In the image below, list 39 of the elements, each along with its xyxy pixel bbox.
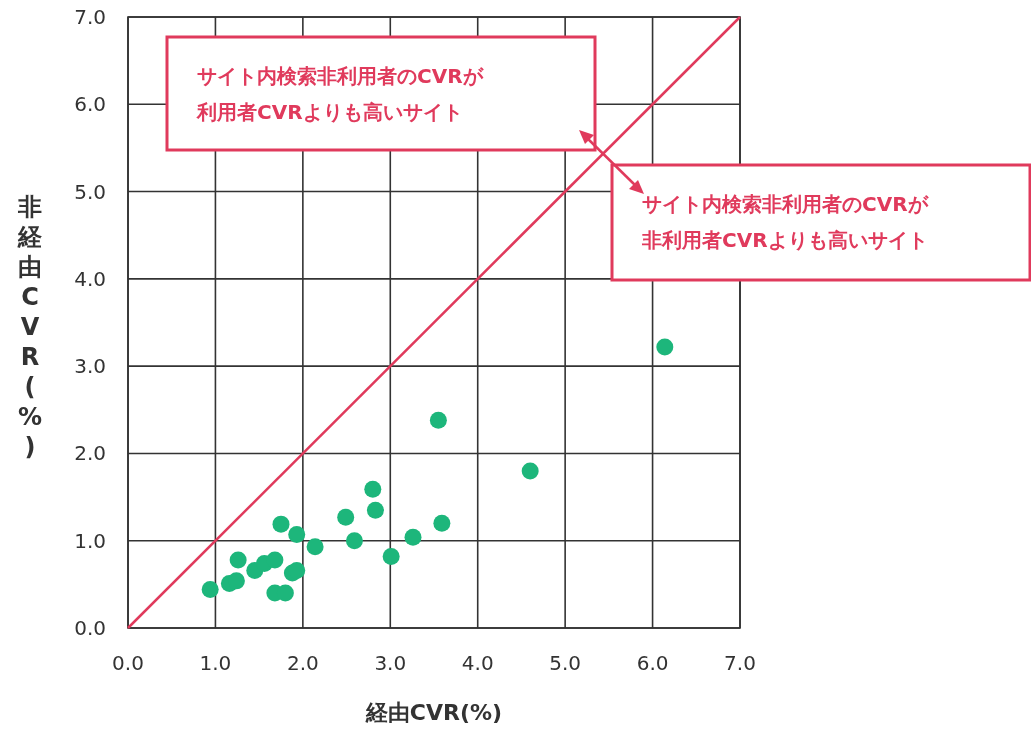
point (337, 508, 355, 526)
point (429, 411, 447, 429)
x-tick-label: 5.0 (549, 651, 582, 675)
annotation: サイト内検索非利用者のCVRが非利用者CVRよりも高いサイト (610, 163, 1031, 282)
point (288, 561, 306, 579)
y-tick-label: 7.0 (74, 5, 106, 29)
x-tick-label: 0.0 (112, 651, 144, 675)
text: 非経由CVR(%) (17, 193, 43, 461)
y-tick-label: 4.0 (74, 266, 106, 291)
x-tick-label: 7.0 (724, 651, 756, 675)
y-tick-label: 1.0 (74, 528, 106, 553)
y-tick-label: 2.0 (74, 441, 106, 466)
annotation: サイト内検索非利用者のCVRが利用者CVRよりも高いサイト (165, 35, 597, 152)
annotation: サイト内検索非利用者のCVRが利用者CVRよりも高いサイト (196, 64, 484, 124)
point (364, 480, 382, 498)
point (288, 526, 306, 544)
point (266, 551, 284, 569)
point (404, 528, 422, 546)
point (229, 551, 247, 569)
point (306, 538, 324, 556)
point (345, 532, 363, 550)
x-tick-label: 6.0 (636, 651, 669, 675)
x-tick-label: 3.0 (374, 651, 407, 675)
point (366, 501, 384, 519)
y-tick-label: 5.0 (74, 179, 106, 204)
x-tick-label: 1.0 (199, 651, 232, 675)
y-tick-label: 6.0 (74, 92, 106, 117)
point (272, 515, 290, 533)
annotation: サイト内検索非利用者のCVRが非利用者CVRよりも高いサイト (641, 192, 929, 252)
point (382, 547, 400, 565)
x-tick-label: 2.0 (286, 651, 319, 675)
x-axis-title: 経由CVR(%) (364, 700, 503, 725)
y-tick-label: 3.0 (74, 354, 106, 379)
y-tick-label: 0.0 (74, 616, 106, 640)
x-tick-label: 4.0 (461, 651, 494, 675)
point (656, 338, 674, 356)
point (433, 514, 451, 532)
point (201, 581, 219, 599)
point (521, 462, 539, 480)
